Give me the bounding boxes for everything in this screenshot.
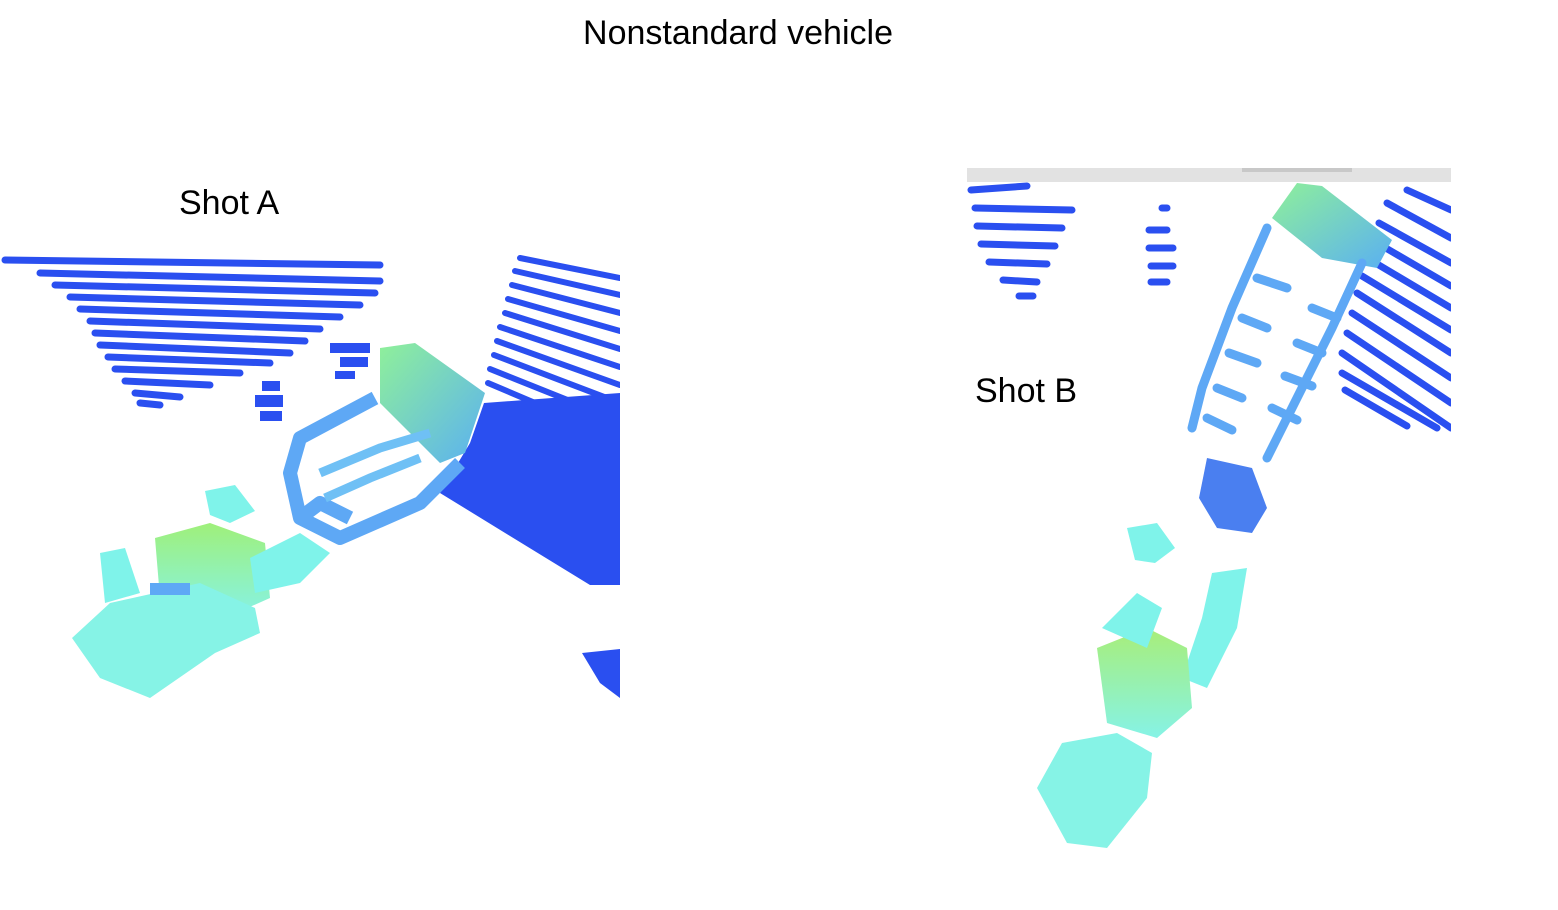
rider-body: [1097, 628, 1192, 738]
vehicle-frame: [1187, 223, 1367, 463]
rider-back: [1102, 593, 1162, 648]
ground-scan-lines-right: [1338, 186, 1451, 432]
rider-base: [1037, 733, 1152, 848]
shot-b-point-cloud: [967, 168, 1451, 858]
vehicle-frame: [283, 391, 465, 545]
shot-b-label: Shot B: [975, 372, 1078, 410]
rider-head: [1127, 523, 1175, 563]
rider-arm: [1182, 568, 1247, 688]
slide-title: Nonstandard vehicle: [583, 14, 893, 52]
ground-scan-dots: [1145, 204, 1177, 286]
shot-a-render: [1, 255, 620, 698]
blue-vehicle-side: [440, 393, 620, 585]
rider-back: [100, 548, 140, 603]
ground-scan-lines-left: [1, 256, 384, 409]
rider-head: [205, 485, 255, 523]
rider-detail: [150, 583, 190, 595]
window-strip: [967, 168, 1451, 182]
vehicle-inner-frame: [318, 428, 432, 503]
vehicle-base: [1199, 458, 1267, 533]
shot-a-label: Shot A: [179, 184, 280, 222]
shot-b-render: [967, 168, 1451, 848]
vehicle-roof: [1272, 183, 1392, 268]
rider-base: [72, 583, 260, 698]
ground-scan-lines-left: [967, 182, 1076, 300]
ground-scan-lines-right: [485, 255, 620, 442]
shot-a-point-cloud: [0, 253, 620, 703]
blue-corner: [582, 649, 620, 698]
vehicle-roof: [380, 343, 485, 463]
rider-arm: [250, 533, 330, 593]
ground-scan-dots: [255, 343, 370, 421]
